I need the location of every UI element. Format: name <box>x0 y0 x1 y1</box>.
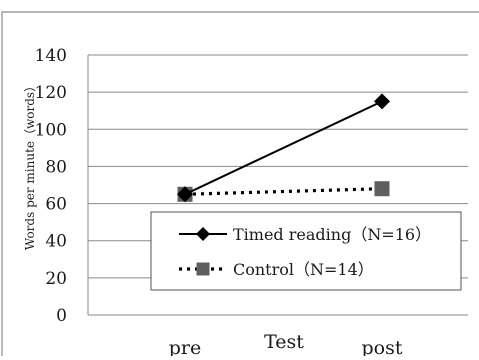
data-point <box>374 93 390 110</box>
y-tick-label: 60 <box>45 195 67 215</box>
y-tick-label: 120 <box>35 83 67 103</box>
y-tick-label: 80 <box>45 157 67 177</box>
legend-swatch-marker <box>196 227 210 241</box>
y-tick-label: 20 <box>45 269 67 289</box>
legend-box <box>150 211 462 291</box>
data-point <box>177 186 193 203</box>
y-tick-label: 140 <box>35 46 67 66</box>
series-line <box>184 187 383 196</box>
y-tick-label: 100 <box>35 120 67 140</box>
y-tick-label: 40 <box>45 232 67 252</box>
legend-label: Timed reading（N=16） <box>233 225 431 244</box>
series-line <box>184 100 383 196</box>
y-tick-label: 0 <box>56 306 67 326</box>
y-axis-title: Words per minute（words） <box>23 80 37 250</box>
data-point <box>374 181 390 197</box>
legend-label: Control（N=14） <box>233 260 374 279</box>
chart-area-border <box>1 11 479 356</box>
x-axis-title: Test <box>264 331 304 353</box>
x-tick-label: pre <box>169 337 202 356</box>
x-tick-label: post <box>362 337 403 356</box>
legend-swatch-marker <box>196 262 210 276</box>
